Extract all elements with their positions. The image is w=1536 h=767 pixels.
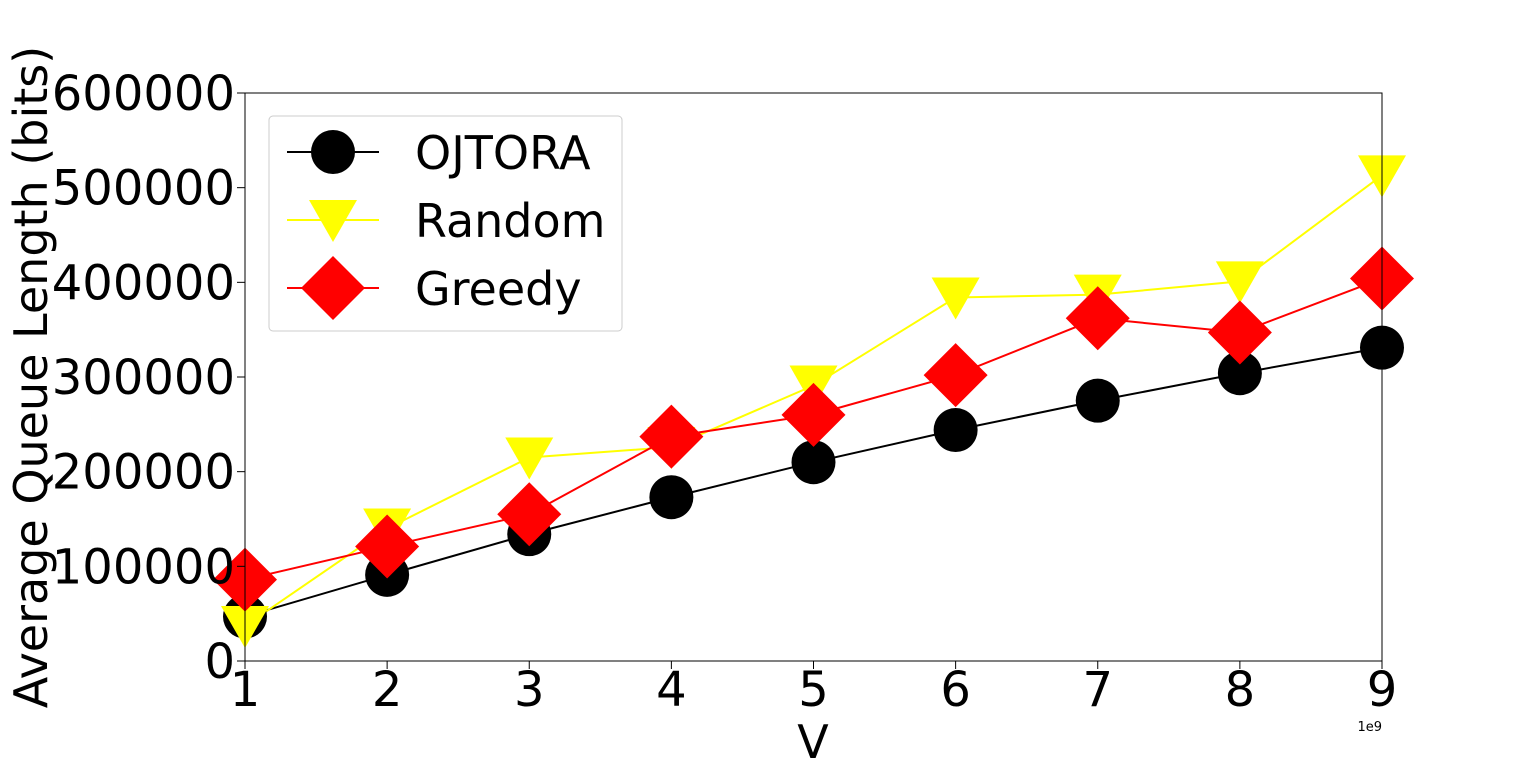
data-point [639, 404, 704, 469]
y-tick-label: 100000 [52, 539, 235, 595]
x-axis-label: V [797, 715, 829, 767]
data-point [923, 343, 988, 408]
data-point [791, 440, 836, 485]
legend-item: Random [287, 194, 605, 248]
legend: OJTORA Random Greedy [268, 115, 623, 332]
data-point [931, 277, 980, 320]
x-tick-label: 3 [514, 662, 545, 718]
data-point [1207, 300, 1272, 365]
y-tick-label: 300000 [52, 350, 235, 406]
y-tick-label: 200000 [52, 445, 235, 501]
x-tick-label: 4 [656, 662, 687, 718]
x-tick-label: 6 [940, 662, 971, 718]
data-point [1217, 351, 1262, 396]
x-tick-label: 8 [1225, 662, 1256, 718]
legend-item: OJTORA [287, 126, 591, 180]
data-point [1215, 261, 1264, 304]
legend-box [268, 115, 623, 332]
data-point [933, 408, 978, 453]
data-point [1065, 286, 1130, 351]
data-point [649, 475, 694, 520]
y-tick-label: 500000 [52, 161, 235, 217]
series-layer [213, 155, 1414, 648]
x-offset-label: 1e9 [1357, 720, 1382, 735]
x-axis: 1 2 3 4 5 6 7 8 9 [230, 661, 1398, 718]
data-point [1075, 378, 1120, 423]
x-tick-label: 1 [230, 662, 261, 718]
legend-label: Greedy [415, 262, 582, 316]
x-tick-label: 7 [1082, 662, 1113, 718]
legend-label: Random [415, 194, 605, 248]
legend-item: Greedy [287, 256, 582, 320]
y-tick-label: 400000 [52, 255, 235, 311]
legend-label: OJTORA [415, 126, 591, 180]
legend-marker [309, 200, 357, 242]
x-tick-label: 9 [1367, 662, 1398, 718]
data-point [497, 482, 562, 547]
x-tick-label: 2 [372, 662, 403, 718]
y-tick-label: 0 [204, 634, 235, 690]
data-point [355, 514, 420, 579]
legend-marker [301, 256, 365, 320]
data-point [505, 437, 554, 480]
data-point [781, 382, 846, 447]
y-axis: 0 100000 200000 300000 400000 500000 600000 [52, 66, 245, 690]
legend-marker [311, 130, 355, 174]
y-axis-label: Average Queue Length (bits) [4, 46, 58, 708]
y-tick-label: 600000 [52, 66, 235, 122]
x-tick-label: 5 [798, 662, 829, 718]
